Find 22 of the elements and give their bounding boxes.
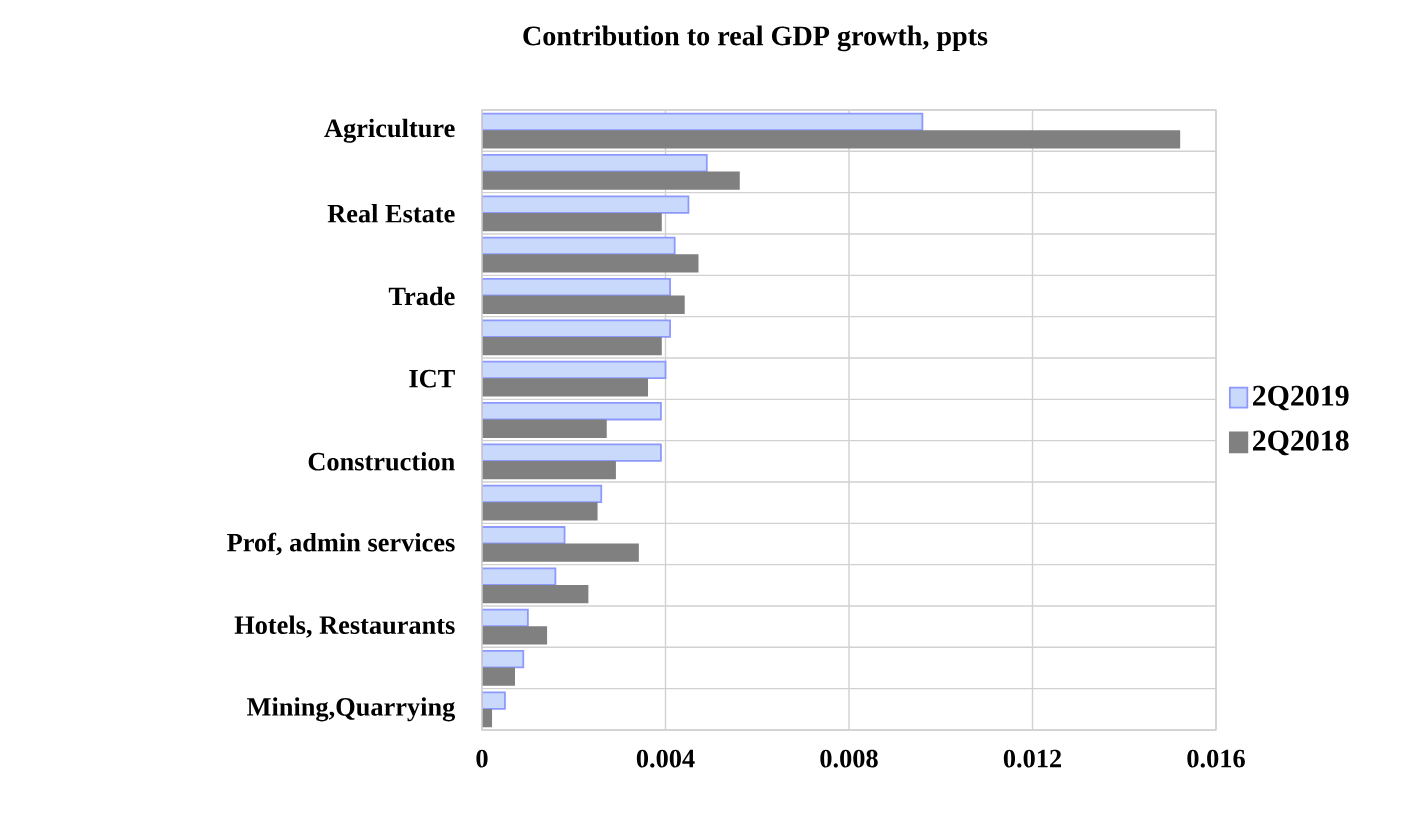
x-tick-label: 0.012 [1003, 749, 1062, 768]
x-tick-label: 0.016 [1187, 749, 1245, 768]
x-tick-label: 0.004 [636, 749, 695, 768]
y-tick-label: Prof, admin services [227, 532, 455, 556]
legend-label: 2Q2019 [1253, 385, 1349, 411]
x-tick-label: 0.008 [820, 749, 878, 768]
y-tick-label: Trade [388, 286, 455, 306]
legend-label: 2Q2018 [1253, 430, 1349, 456]
y-tick-label: ICT [409, 369, 455, 388]
bar [482, 154, 708, 173]
bar [482, 278, 671, 297]
y-tick-label: Agriculture [324, 118, 455, 143]
bar [482, 443, 662, 462]
x-tick-label: 0 [476, 749, 488, 768]
bar [482, 402, 662, 421]
y-tick-label: Mining,Quarrying [247, 697, 456, 722]
chart-title: Contribution to real GDP growth, ppts [523, 25, 988, 52]
y-tick-label: Hotels, Restaurants [234, 615, 455, 638]
bar [482, 319, 671, 338]
y-tick-label: Real Estate [327, 204, 455, 223]
y-tick-label: Construction [308, 452, 455, 471]
bar [482, 195, 690, 214]
